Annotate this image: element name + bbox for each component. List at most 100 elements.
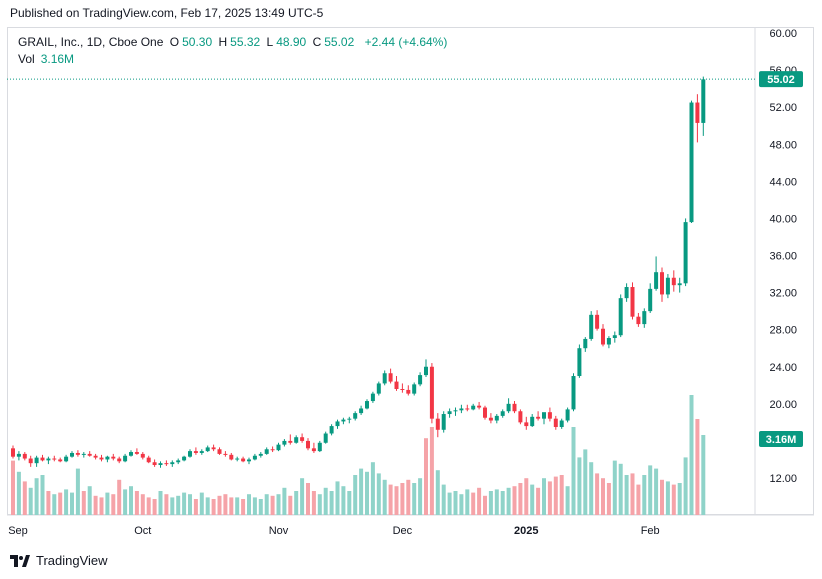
volume-bar	[388, 484, 393, 515]
time-tick-label: Nov	[269, 525, 289, 537]
candle	[34, 455, 39, 467]
volume-bar	[93, 495, 98, 515]
candle	[123, 453, 128, 463]
volume-bar	[654, 468, 659, 515]
candle	[677, 277, 682, 293]
volume-bar	[500, 491, 505, 515]
volume-bar	[46, 491, 51, 515]
candle	[459, 404, 464, 414]
candle	[229, 452, 234, 461]
candle	[636, 312, 641, 327]
volume-bar	[329, 491, 334, 515]
candle	[477, 401, 482, 410]
candle	[199, 449, 204, 455]
candle	[536, 411, 541, 421]
volume-bar	[494, 489, 499, 515]
tradingview-footer[interactable]: TradingView	[10, 553, 108, 568]
tradingview-brand: TradingView	[36, 553, 108, 568]
volume-bar	[258, 499, 263, 515]
volume-bar	[488, 491, 493, 515]
candle	[488, 413, 493, 424]
candle	[595, 310, 600, 331]
candle	[176, 458, 181, 465]
volume-bar	[483, 495, 487, 515]
price-tick-label: 12.00	[769, 473, 797, 485]
volume-bar	[323, 487, 328, 515]
volume-bar	[695, 419, 700, 515]
candle	[671, 270, 676, 292]
candle	[559, 418, 564, 429]
volume-bar	[665, 481, 670, 515]
volume-bar	[28, 487, 33, 515]
price-tick-label: 24.00	[769, 362, 797, 374]
candle	[689, 100, 694, 224]
volume-bar	[205, 497, 210, 515]
price-axis: 60.0056.0052.0048.0044.0040.0036.0032.00…	[769, 28, 797, 485]
candle	[247, 457, 251, 465]
candle	[683, 218, 688, 287]
candle	[276, 442, 281, 452]
candle	[530, 414, 535, 428]
candle	[388, 368, 393, 384]
candle	[323, 431, 328, 444]
candle	[235, 456, 240, 462]
time-axis: Sep Oct Nov Dec 2025 Feb	[8, 525, 659, 537]
volume-bar	[429, 427, 434, 515]
volume-bar	[282, 487, 287, 515]
candle	[648, 283, 653, 313]
open-label: O	[169, 35, 180, 49]
candle	[618, 294, 623, 338]
volume-bar	[223, 494, 228, 515]
volume-bar	[477, 487, 482, 515]
volume-bar	[317, 494, 322, 515]
candle	[577, 344, 582, 378]
last-price-badge-text: 55.02	[767, 74, 795, 86]
volume-bar	[565, 486, 570, 515]
high-value: 55.32	[230, 35, 261, 49]
volume-bar	[671, 484, 676, 515]
volume-bar	[140, 494, 145, 515]
high-label: H	[218, 35, 228, 49]
candle	[146, 455, 151, 464]
volume-bar	[81, 491, 86, 515]
candle	[500, 409, 505, 418]
candle	[365, 399, 369, 410]
candle	[152, 459, 157, 467]
volume-bar	[241, 499, 246, 515]
volume-badge-text: 3.16M	[766, 434, 797, 446]
volume-bar	[182, 492, 187, 515]
volume-bar	[199, 492, 204, 515]
volume-bar	[276, 494, 281, 515]
volume-bar	[235, 497, 240, 515]
volume-bar	[87, 486, 92, 515]
candle	[223, 451, 228, 457]
volume-bar	[677, 483, 682, 515]
candle	[624, 283, 629, 302]
candle	[353, 411, 358, 421]
candle	[665, 274, 670, 299]
candle	[164, 460, 169, 466]
candle	[188, 449, 192, 458]
symbol-legend: GRAIL, Inc., 1D, Cboe One O 50.30 H 55.32 …	[18, 35, 450, 49]
candle	[359, 405, 364, 415]
volume-bar	[571, 427, 576, 515]
price-tick-label: 20.00	[769, 399, 797, 411]
candle	[205, 445, 210, 453]
volume-bar	[530, 484, 535, 515]
candle	[300, 433, 305, 443]
volume-bar	[359, 468, 364, 515]
volume-bar	[75, 468, 80, 515]
candle	[111, 453, 116, 461]
volume-bar	[123, 489, 128, 515]
volume-bar	[11, 460, 15, 515]
open-value: 50.30	[182, 35, 213, 49]
volume-bar	[547, 481, 552, 515]
candle	[294, 435, 299, 444]
volume-bar	[217, 495, 222, 515]
candle	[270, 446, 275, 453]
volume-bar	[512, 486, 517, 515]
candle	[642, 308, 647, 328]
volume-bar	[34, 478, 39, 515]
candle	[306, 438, 310, 451]
